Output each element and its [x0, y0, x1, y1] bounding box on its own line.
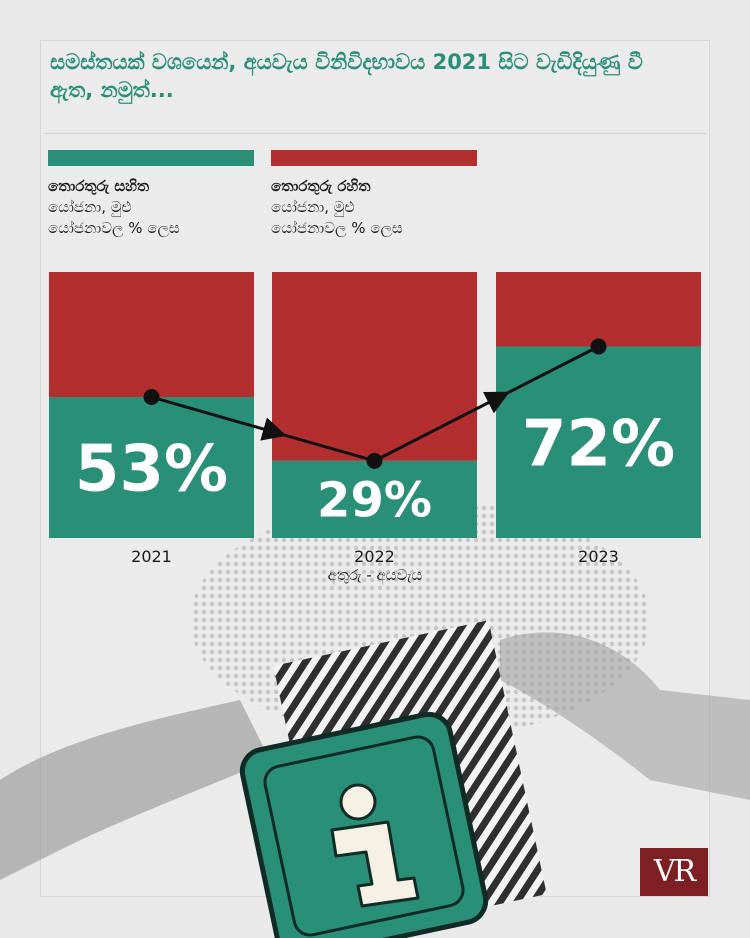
bar-without-info-2022 — [272, 272, 477, 461]
trend-line-segment — [503, 345, 600, 396]
legend-with-info-line3: යෝජනාවල % ලෙස — [48, 219, 180, 237]
x-tick-label-2023: 2023 — [578, 547, 619, 566]
legend-without-info-line1: තොරතුරු රහිත — [271, 177, 371, 195]
legend-without-info: තොරතුරු රහිත යෝජනා, මුළු යෝජනාවල % ලෙස — [271, 176, 491, 239]
legend-with-info-line1: තොරතුරු සහිත — [48, 177, 150, 195]
x-axis-label: අතුරු - අයවැය — [327, 566, 423, 584]
trend-point-2022 — [366, 452, 383, 469]
chart-title: සමස්තයක් වශයෙන්, අයවැය විනිවිදභාවය 2021 … — [50, 50, 643, 102]
info-icon — [239, 711, 489, 938]
trend-line-segment — [280, 432, 375, 463]
title-divider — [44, 133, 706, 134]
bar-with-info-2021 — [49, 397, 254, 538]
x-tick-label-2021: 2021 — [131, 547, 172, 566]
legend-without-info-line3: යෝජනාවල % ලෙස — [271, 219, 403, 237]
bar-without-info-2023 — [496, 272, 701, 347]
bar-without-info-2021 — [49, 272, 254, 398]
legend-swatch-without-info — [271, 150, 477, 166]
trend-point-2021 — [143, 389, 160, 406]
bar-with-info-2023 — [496, 346, 701, 538]
vr-logo: VR — [640, 848, 708, 896]
value-label-2022: 29% — [317, 473, 432, 529]
legend-without-info-line2: යෝජනා, මුළු — [271, 198, 355, 216]
value-label-2023: 72% — [522, 407, 675, 481]
value-label-2021: 53% — [75, 433, 228, 507]
legend-swatch-with-info — [48, 150, 254, 166]
bar-with-info-2022 — [272, 460, 477, 538]
trend-arrow-segment — [373, 391, 510, 463]
trend-arrow-segment — [151, 395, 287, 441]
x-tick-label-2022: 2022 — [354, 547, 395, 566]
trend-point-2023 — [590, 338, 607, 355]
legend-with-info: තොරතුරු සහිත යෝජනා, මුළු යෝජනාවල % ලෙස — [48, 176, 268, 239]
legend-with-info-line2: යෝජනා, මුළු — [48, 198, 132, 216]
